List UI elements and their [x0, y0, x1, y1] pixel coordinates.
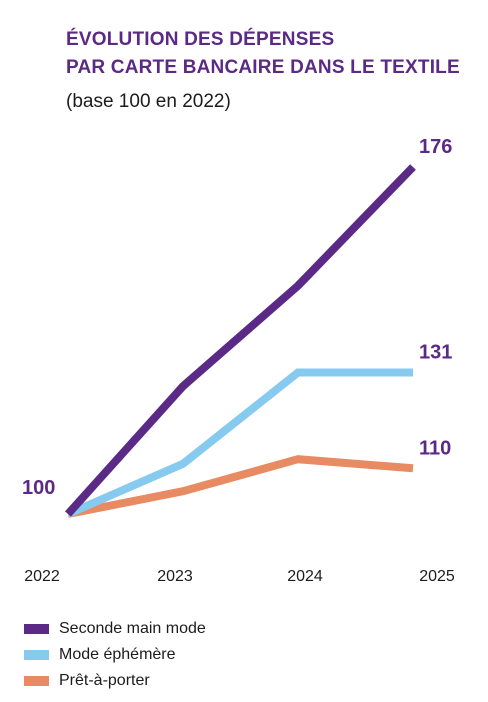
legend-item-pret-a-porter: Prêt-à-porter — [24, 668, 206, 694]
x-tick-label-2024: 2024 — [287, 568, 323, 585]
chart-title: ÉVOLUTION DES DÉPENSES PAR CARTE BANCAIR… — [66, 26, 460, 82]
value-label-2025-131: 131 — [419, 341, 452, 363]
chart-title-line-1: ÉVOLUTION DES DÉPENSES — [66, 29, 335, 50]
legend-swatch — [24, 650, 49, 660]
series-line-seconde-main-mode — [65, 164, 416, 517]
legend-label: Mode éphémère — [59, 646, 176, 663]
legend-item-mode-ephemere: Mode éphémère — [24, 642, 206, 668]
x-tick-label-2022: 2022 — [24, 568, 60, 585]
legend: Seconde main mode Mode éphémère Prêt-à-por… — [24, 616, 206, 694]
series-line-mode-ephemere — [66, 368, 413, 518]
legend-label: Seconde main mode — [59, 620, 206, 637]
chart-subtitle: (base 100 en 2022) — [66, 91, 231, 112]
x-tick-label-2023: 2023 — [157, 568, 193, 585]
value-label-2025-110: 110 — [419, 437, 451, 459]
value-label-2025-176: 176 — [419, 136, 452, 158]
legend-item-seconde-main-mode: Seconde main mode — [24, 616, 206, 642]
chart-title-line-2: PAR CARTE BANCAIRE DANS LE TEXTILE — [66, 57, 460, 78]
legend-swatch — [24, 676, 49, 686]
x-tick-label-2025: 2025 — [419, 568, 455, 585]
value-label-2022-100: 100 — [22, 477, 55, 499]
legend-swatch — [24, 624, 49, 634]
legend-label: Prêt-à-porter — [59, 672, 150, 689]
series-line-pret-a-porter — [67, 455, 414, 518]
